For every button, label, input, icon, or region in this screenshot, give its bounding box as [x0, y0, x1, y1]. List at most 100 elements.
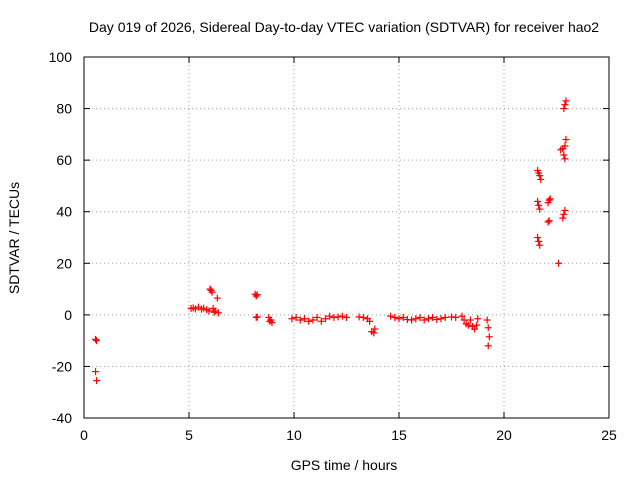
data-point [371, 325, 379, 333]
data-point [301, 315, 308, 323]
y-tick-label: 0 [64, 307, 72, 323]
data-point [464, 321, 472, 329]
data-point [391, 313, 399, 321]
data-point [545, 217, 553, 225]
data-point [485, 333, 493, 341]
data-point [534, 197, 542, 205]
data-point [93, 377, 101, 385]
data-point [205, 307, 213, 315]
data-point [334, 313, 342, 321]
y-tick-label: 40 [56, 204, 72, 220]
data-point [534, 234, 542, 241]
y-tick-label: 100 [49, 49, 73, 65]
y-tick-label: 20 [56, 255, 72, 271]
data-point [545, 196, 553, 204]
data-point [317, 317, 325, 325]
data-point [474, 315, 482, 323]
data-point [92, 368, 100, 376]
chart-title: Day 019 of 2026, Sidereal Day-to-day VTE… [89, 19, 599, 35]
data-point [536, 172, 544, 180]
data-point [200, 304, 208, 312]
data-point [471, 325, 479, 333]
data-point [296, 316, 304, 324]
data-point [437, 315, 445, 323]
x-tick-label: 5 [185, 427, 193, 443]
plot-frame [83, 56, 610, 419]
data-point [424, 315, 432, 323]
data-point [561, 206, 569, 214]
data-point [305, 317, 313, 325]
x-tick-label: 15 [391, 427, 407, 443]
data-point [561, 142, 569, 150]
data-point [559, 214, 567, 222]
data-point [370, 329, 378, 337]
data-point [268, 319, 276, 327]
data-point [460, 316, 468, 324]
data-point [387, 312, 395, 320]
data-point [322, 315, 329, 323]
data-point [560, 105, 568, 113]
data-point [536, 205, 544, 213]
y-tick-label: -40 [52, 410, 72, 426]
data-point [309, 316, 317, 324]
data-point [484, 342, 492, 350]
x-tick-label: 0 [80, 427, 88, 443]
data-point [433, 315, 441, 323]
data-point [561, 101, 569, 109]
data-point [366, 317, 374, 325]
data-point [560, 151, 568, 159]
data-point [484, 324, 492, 332]
data-point [466, 316, 474, 324]
x-tick-label: 25 [601, 427, 617, 443]
data-point [429, 313, 437, 321]
axis-ticks: 0 5 10 15 20 25 -40 -20 0 20 40 60 80 100 [49, 49, 617, 443]
data-point [416, 313, 424, 321]
data-point [399, 313, 407, 321]
data-point [537, 175, 545, 183]
data-point [473, 321, 481, 329]
data-point [207, 286, 215, 294]
data-point [441, 313, 449, 321]
grid-lines [84, 57, 609, 418]
data-point [561, 155, 569, 163]
data-point [452, 313, 460, 321]
data-point [395, 315, 403, 323]
data-point [253, 291, 261, 299]
data-point [536, 241, 544, 249]
data-point [359, 313, 367, 321]
data-point [292, 313, 300, 321]
data-point [92, 335, 100, 343]
y-axis-label: SDTVAR / TECUs [6, 182, 22, 294]
y-tick-label: -20 [52, 358, 72, 374]
data-point [214, 309, 222, 317]
data-point [555, 259, 563, 267]
data-point [338, 312, 346, 320]
data-point [560, 210, 568, 218]
data-point [535, 201, 543, 209]
data-point [93, 337, 101, 345]
data-point [412, 315, 420, 323]
x-tick-label: 10 [286, 427, 302, 443]
data-point [420, 316, 428, 324]
data-point [408, 316, 416, 324]
data-point [252, 292, 260, 300]
data-point [326, 312, 334, 320]
y-tick-label: 80 [56, 101, 72, 117]
data-point [535, 237, 543, 245]
data-point [562, 136, 570, 144]
data-point [253, 313, 261, 321]
data-point [288, 315, 296, 323]
x-axis-label: GPS time / hours [291, 457, 398, 473]
data-points [92, 97, 570, 385]
data-point [544, 218, 552, 226]
data-point [313, 313, 321, 321]
data-point [343, 313, 350, 321]
data-point [546, 195, 554, 203]
data-point [458, 312, 466, 320]
data-point [208, 288, 216, 296]
data-point [483, 316, 491, 324]
data-point [213, 294, 221, 302]
y-tick-label: 60 [56, 152, 72, 168]
x-tick-label: 20 [496, 427, 512, 443]
